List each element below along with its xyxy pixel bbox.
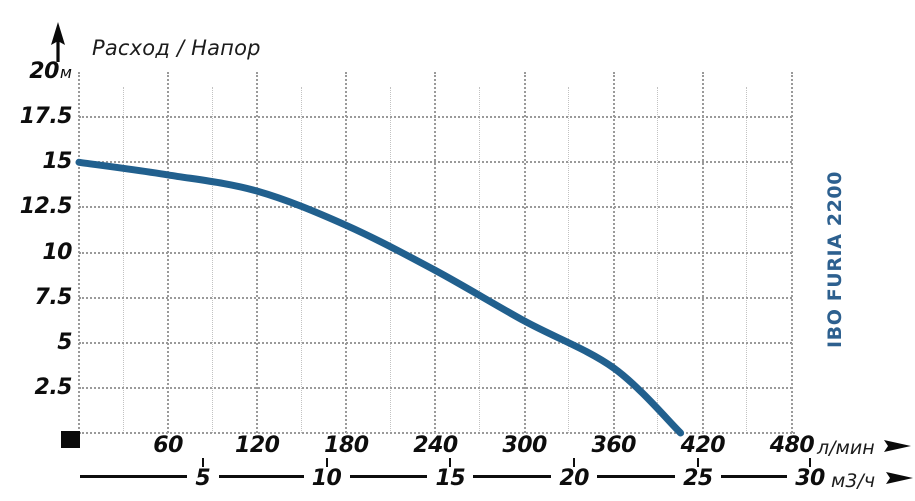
x-axis-secondary-tick <box>696 458 699 467</box>
x-axis-secondary-tick-label: 30 <box>795 466 825 491</box>
x-axis-primary-tick-label: 420 <box>680 433 726 458</box>
x-axis-secondary-tick-label: 10 <box>311 466 342 491</box>
origin-marker-square <box>61 431 80 448</box>
x-axis-secondary-tick <box>449 458 452 467</box>
grid-line-vertical <box>211 87 213 433</box>
x-axis-secondary-tick <box>325 458 328 467</box>
grid-line-vertical <box>479 87 481 433</box>
pump-curve-path <box>75 158 685 437</box>
y-axis-tick-label: 17.5 <box>0 103 73 131</box>
y-tick-value: 17.5 <box>19 104 73 130</box>
x-axis-secondary-tick-label: 25 <box>683 466 713 491</box>
x-axis-secondary-line <box>473 475 552 478</box>
grid-line-baseline <box>79 432 795 434</box>
y-tick-value: 5 <box>57 329 72 355</box>
x-axis-secondary-line <box>720 475 787 478</box>
y-tick-value: 12.5 <box>19 194 73 220</box>
grid-line-vertical <box>122 87 124 433</box>
grid-line-vertical <box>389 87 391 433</box>
x-axis-secondary-tick-label: 5 <box>195 466 211 491</box>
x-axis-primary-tick-label: 300 <box>502 433 547 458</box>
y-tick-value: 20 <box>29 59 59 84</box>
y-tick-value: 7.5 <box>34 284 73 310</box>
y-axis-tick-label: 5 <box>0 329 72 357</box>
grid-line-vertical <box>657 87 659 433</box>
x-axis-secondary-line <box>218 475 304 478</box>
y-axis-tick-label: 2.5 <box>0 374 73 402</box>
grid-line-vertical <box>746 87 748 433</box>
y-axis-tick-label: 15 <box>0 148 72 176</box>
grid-line-horizontal <box>79 251 792 254</box>
y-axis-tick-label: 12.5 <box>0 193 73 221</box>
x-axis-secondary-line <box>80 475 187 478</box>
x-axis-secondary-line <box>597 475 675 478</box>
x-axis-secondary-tick <box>809 458 811 467</box>
x-axis-secondary-tick-label: 15 <box>435 466 466 491</box>
grid-line-horizontal <box>79 116 792 119</box>
x-axis-primary-tick-label: 120 <box>235 433 280 458</box>
grid-line-horizontal <box>79 206 792 209</box>
x-axis-primary-tick-label: 60 <box>153 433 183 458</box>
chart-title: Расход / Напор <box>92 36 261 60</box>
x-axis-primary-tick-label: 360 <box>591 433 637 458</box>
grid-line-horizontal <box>79 161 792 164</box>
side-label-model: IBO FURIA 2200 <box>824 170 846 348</box>
grid-line-horizontal <box>79 386 792 389</box>
grid-line-vertical <box>300 87 302 433</box>
arrow-right-icon <box>886 472 913 484</box>
grid-line-vertical <box>568 87 570 433</box>
x-axis-secondary-tick <box>573 458 576 467</box>
arrow-right-icon <box>884 440 911 452</box>
x-axis-primary-tick-label: 180 <box>324 433 369 458</box>
grid-line-horizontal <box>79 341 792 344</box>
arrow-up-icon <box>51 22 65 62</box>
y-axis-unit: м <box>59 63 72 82</box>
y-axis-tick-label: 7.5 <box>0 284 73 312</box>
grid-line-horizontal <box>79 296 792 299</box>
y-tick-value: 10 <box>42 239 72 265</box>
y-axis-tick-label: 10 <box>0 239 72 267</box>
x-axis-secondary-tick-label: 20 <box>559 466 589 491</box>
y-tick-value: 15 <box>42 149 72 175</box>
x-axis-secondary-tick <box>201 458 204 467</box>
x-axis-primary-tick-label: 240 <box>413 433 458 458</box>
y-axis-tick-label: 20м <box>0 58 72 86</box>
x-axis-primary-tick-label: 480 <box>769 433 815 458</box>
x-axis-primary-unit: л/мин <box>817 437 875 459</box>
x-axis-secondary-unit: м3/ч <box>831 470 876 492</box>
x-axis-secondary-line <box>349 475 428 478</box>
y-tick-value: 2.5 <box>34 374 73 400</box>
